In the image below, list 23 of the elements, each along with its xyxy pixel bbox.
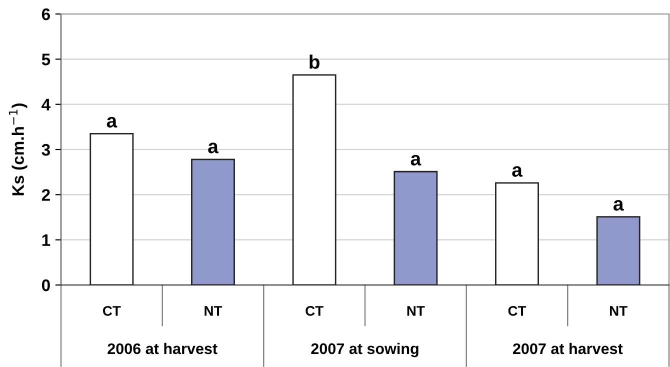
data-label: a [106,116,118,128]
x-tick-label: NT [407,306,425,316]
y-tick-label: 6 [42,8,50,20]
y-tick-label: 2 [42,189,50,201]
data-label: a [614,200,624,211]
x-tick-label: NT [610,306,628,316]
data-label: a [208,142,219,154]
x-tick-label: CT [102,306,121,316]
data-label: a [512,166,523,177]
x-tick-label: CT [508,306,526,316]
data-label: a [410,154,422,166]
data-label: b [310,54,320,69]
text: 2007 at sowing [311,342,418,358]
y-tick-label: 1 [42,234,50,246]
text: 2006 at harvest [108,342,218,354]
y-tick-label: 4 [42,98,50,110]
x-tick-label: NT [204,306,222,316]
text: 2007 at harvest [512,342,623,354]
y-tick-label: 3 [42,144,50,156]
y-axis-title: Ks (cm.h$^{−1}$) [8,103,28,196]
x-tick-label: CT [306,306,324,316]
y-tick-label: 0 [42,279,50,292]
y-tick-label: 5 [42,54,50,66]
